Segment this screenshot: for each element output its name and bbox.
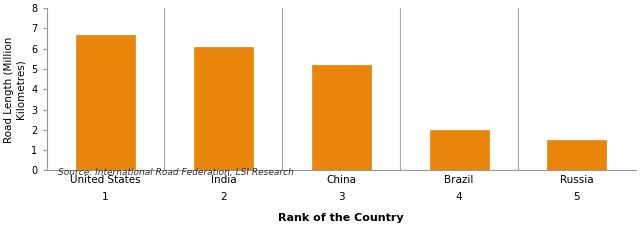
- Bar: [194, 47, 253, 170]
- Bar: [312, 65, 371, 170]
- Y-axis label: Road Length (Million
Kilometres): Road Length (Million Kilometres): [4, 36, 26, 143]
- Text: Source: International Road Federation, LSI Research: Source: International Road Federation, L…: [58, 168, 294, 177]
- Bar: [429, 130, 488, 170]
- Bar: [76, 35, 135, 170]
- X-axis label: Rank of the Country: Rank of the Country: [278, 213, 404, 223]
- Bar: [547, 140, 606, 170]
